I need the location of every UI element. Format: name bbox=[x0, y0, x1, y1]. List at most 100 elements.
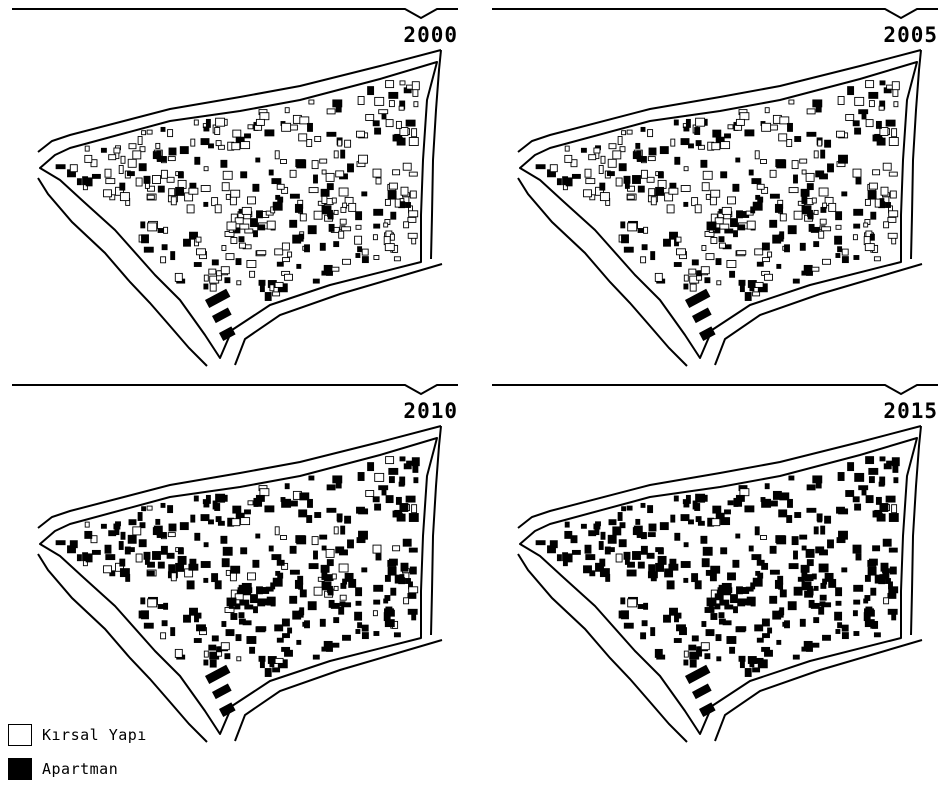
apartman-building bbox=[748, 545, 754, 552]
kirsal-yapi-building bbox=[229, 572, 237, 582]
apartman-building bbox=[405, 119, 416, 127]
kirsal-yapi-building bbox=[395, 120, 402, 129]
kirsal-yapi-building bbox=[393, 256, 401, 262]
apartman-building bbox=[157, 561, 165, 569]
apartman-building bbox=[700, 159, 708, 168]
apartman-building bbox=[775, 159, 786, 168]
apartman-building bbox=[657, 171, 664, 179]
apartman-building bbox=[119, 558, 126, 567]
apartman-building bbox=[675, 612, 682, 619]
apartman-building bbox=[138, 539, 147, 548]
kirsal-yapi-building bbox=[90, 535, 98, 544]
apartman-building bbox=[761, 618, 770, 627]
apartman-building bbox=[705, 629, 715, 637]
apartman-building bbox=[128, 519, 137, 526]
kirsal-yapi-building bbox=[845, 114, 855, 121]
apartman-block bbox=[205, 664, 231, 684]
apartman-building bbox=[855, 553, 862, 561]
apartman-building bbox=[166, 552, 175, 559]
kirsal-yapi-building bbox=[120, 155, 126, 164]
apartman-building bbox=[876, 513, 886, 522]
apartman-building bbox=[356, 506, 365, 514]
apartman-building bbox=[108, 530, 117, 537]
apartman-building bbox=[606, 171, 615, 177]
kirsal-yapi-building bbox=[835, 224, 842, 230]
apartman-building bbox=[772, 610, 782, 620]
apartman-building bbox=[764, 483, 770, 490]
kirsal-yapi-building bbox=[762, 257, 770, 263]
apartman-building bbox=[637, 185, 645, 193]
apartman-building bbox=[387, 566, 397, 576]
apartman-building bbox=[669, 607, 678, 616]
apartman-building bbox=[284, 649, 293, 657]
apartman-building bbox=[861, 113, 867, 120]
kirsal-yapi-building bbox=[193, 119, 199, 126]
kirsal-yapi-building bbox=[702, 170, 713, 180]
apartman-building bbox=[676, 624, 686, 632]
apartman-building bbox=[801, 646, 810, 652]
kirsal-yapi-building bbox=[769, 169, 777, 178]
apartman-building bbox=[680, 138, 690, 146]
kirsal-yapi-building bbox=[375, 177, 382, 185]
apartman-building bbox=[170, 251, 176, 261]
apartman-building bbox=[105, 554, 116, 561]
apartman-building bbox=[381, 489, 387, 496]
apartman-building bbox=[331, 642, 340, 648]
kirsal-yapi-building bbox=[388, 100, 395, 108]
apartman-building bbox=[736, 210, 743, 219]
apartman-building bbox=[269, 660, 275, 668]
apartman-building bbox=[606, 547, 615, 553]
kirsal-yapi-building bbox=[234, 217, 244, 225]
kirsal-yapi-building bbox=[819, 218, 827, 225]
apartman-building bbox=[308, 563, 319, 570]
apartman-block bbox=[685, 664, 711, 684]
apartman-building bbox=[238, 236, 245, 243]
kirsal-yapi-building bbox=[689, 283, 697, 292]
apartman-building bbox=[891, 457, 900, 467]
kirsal-yapi-building bbox=[230, 237, 238, 244]
apartman-building bbox=[347, 539, 354, 549]
apartman-building bbox=[626, 570, 635, 576]
kirsal-yapi-building bbox=[113, 147, 121, 154]
kirsal-yapi-building bbox=[411, 128, 418, 138]
apartman-building bbox=[535, 164, 546, 170]
apartman-building bbox=[396, 513, 406, 522]
kirsal-yapi-building bbox=[174, 272, 183, 282]
apartman-building bbox=[328, 223, 335, 232]
kirsal-yapi-building bbox=[372, 544, 382, 554]
road-east bbox=[910, 49, 922, 260]
apartman-building bbox=[673, 119, 679, 126]
apartman-building bbox=[808, 223, 815, 232]
apartman-building bbox=[813, 585, 819, 591]
apartman-building bbox=[805, 548, 815, 558]
apartman-building bbox=[266, 596, 276, 606]
apartman-building bbox=[372, 496, 380, 503]
apartman-building bbox=[861, 489, 867, 496]
kirsal-yapi-building bbox=[196, 248, 206, 256]
kirsal-yapi-building bbox=[231, 142, 241, 151]
apartman-building bbox=[254, 500, 263, 507]
apartman-building bbox=[670, 514, 676, 523]
apartman-building bbox=[845, 490, 855, 497]
apartman-building bbox=[879, 456, 886, 462]
apartman-building bbox=[793, 550, 798, 560]
apartman-building bbox=[807, 212, 814, 220]
apartman-building bbox=[405, 202, 411, 208]
apartman-building bbox=[357, 622, 363, 629]
apartman-building bbox=[384, 619, 395, 628]
apartman-building bbox=[327, 588, 334, 596]
apartman-building bbox=[870, 587, 877, 596]
kirsal-yapi-building bbox=[259, 112, 270, 121]
apartman-building bbox=[383, 598, 389, 604]
apartman-building bbox=[650, 572, 657, 582]
apartman-building bbox=[323, 264, 333, 272]
apartman-building bbox=[769, 595, 778, 604]
kirsal-yapi-building bbox=[411, 81, 420, 91]
kirsal-yapi-building bbox=[211, 197, 219, 207]
kirsal-yapi-building bbox=[394, 198, 401, 208]
kirsal-yapi-building bbox=[203, 650, 209, 658]
kirsal-yapi-building bbox=[711, 518, 721, 527]
apartman-building bbox=[238, 618, 246, 625]
kirsal-yapi-building bbox=[761, 122, 772, 132]
apartman-building bbox=[621, 234, 629, 244]
